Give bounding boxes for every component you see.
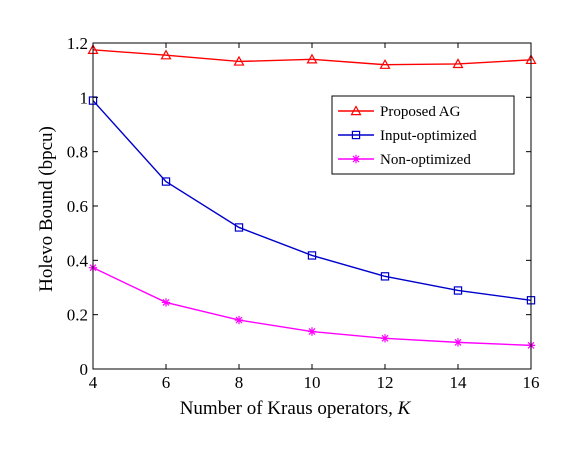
series-1-point-3: [307, 251, 317, 260]
x-axis-title: Number of Kraus operators, K: [180, 398, 412, 419]
series-line-0: [92, 49, 532, 66]
y-tick-label-4: 0.8: [67, 143, 88, 162]
series-layer: [87, 44, 537, 350]
ticks-layer: 4 6 8 10 12 14 16 0 0.2 0.4 0.6 0.8 1 1.2: [67, 34, 540, 392]
series-2-point-2: [234, 315, 244, 325]
series-2-point-4: [380, 334, 390, 343]
y-tick-label-5: 1: [80, 88, 89, 107]
series-1-point-2: [234, 223, 244, 232]
y-tick-label-0: 0: [80, 360, 89, 379]
x-tick-label-6: 16: [523, 373, 540, 392]
legend-marker-2: [351, 154, 361, 164]
series-0-point-2: [233, 55, 245, 66]
plot-frame: [92, 42, 532, 370]
legend-label-1: Input-optimized: [380, 128, 477, 144]
y-axis-title: Holevo Bound (bpcu): [36, 126, 57, 292]
legend-marker-1: [351, 130, 361, 140]
legend-marker-0: [350, 105, 362, 116]
x-tick-label-3: 10: [304, 373, 321, 392]
y-tick-label-1: 0.2: [67, 306, 88, 325]
series-2-point-1: [161, 298, 171, 307]
series-1-point-5: [453, 286, 463, 295]
series-0-point-5: [452, 58, 464, 69]
series-1-point-4: [380, 272, 390, 281]
legend-label-0: Proposed AG: [380, 104, 461, 120]
series-line-1: [92, 100, 532, 301]
legend: Proposed AG Input-optimized Non-optimized: [331, 95, 515, 175]
x-tick-label-5: 14: [450, 373, 468, 392]
series-2-point-3: [307, 327, 317, 336]
y-tick-label-3: 0.6: [67, 197, 88, 216]
series-2-point-5: [453, 338, 463, 347]
x-tick-label-1: 6: [162, 373, 171, 392]
series-0-point-3: [306, 53, 318, 64]
legend-label-2: Non-optimized: [380, 152, 471, 168]
x-tick-label-2: 8: [235, 373, 244, 392]
series-1-point-1: [161, 177, 171, 186]
y-tick-label-6: 1.2: [67, 34, 88, 53]
x-tick-label-4: 12: [377, 373, 394, 392]
axes-layer: [92, 42, 532, 370]
series-0-point-1: [160, 49, 172, 60]
y-tick-label-2: 0.4: [67, 251, 89, 270]
series-0-point-4: [379, 58, 391, 69]
x-tick-label-0: 4: [89, 373, 98, 392]
